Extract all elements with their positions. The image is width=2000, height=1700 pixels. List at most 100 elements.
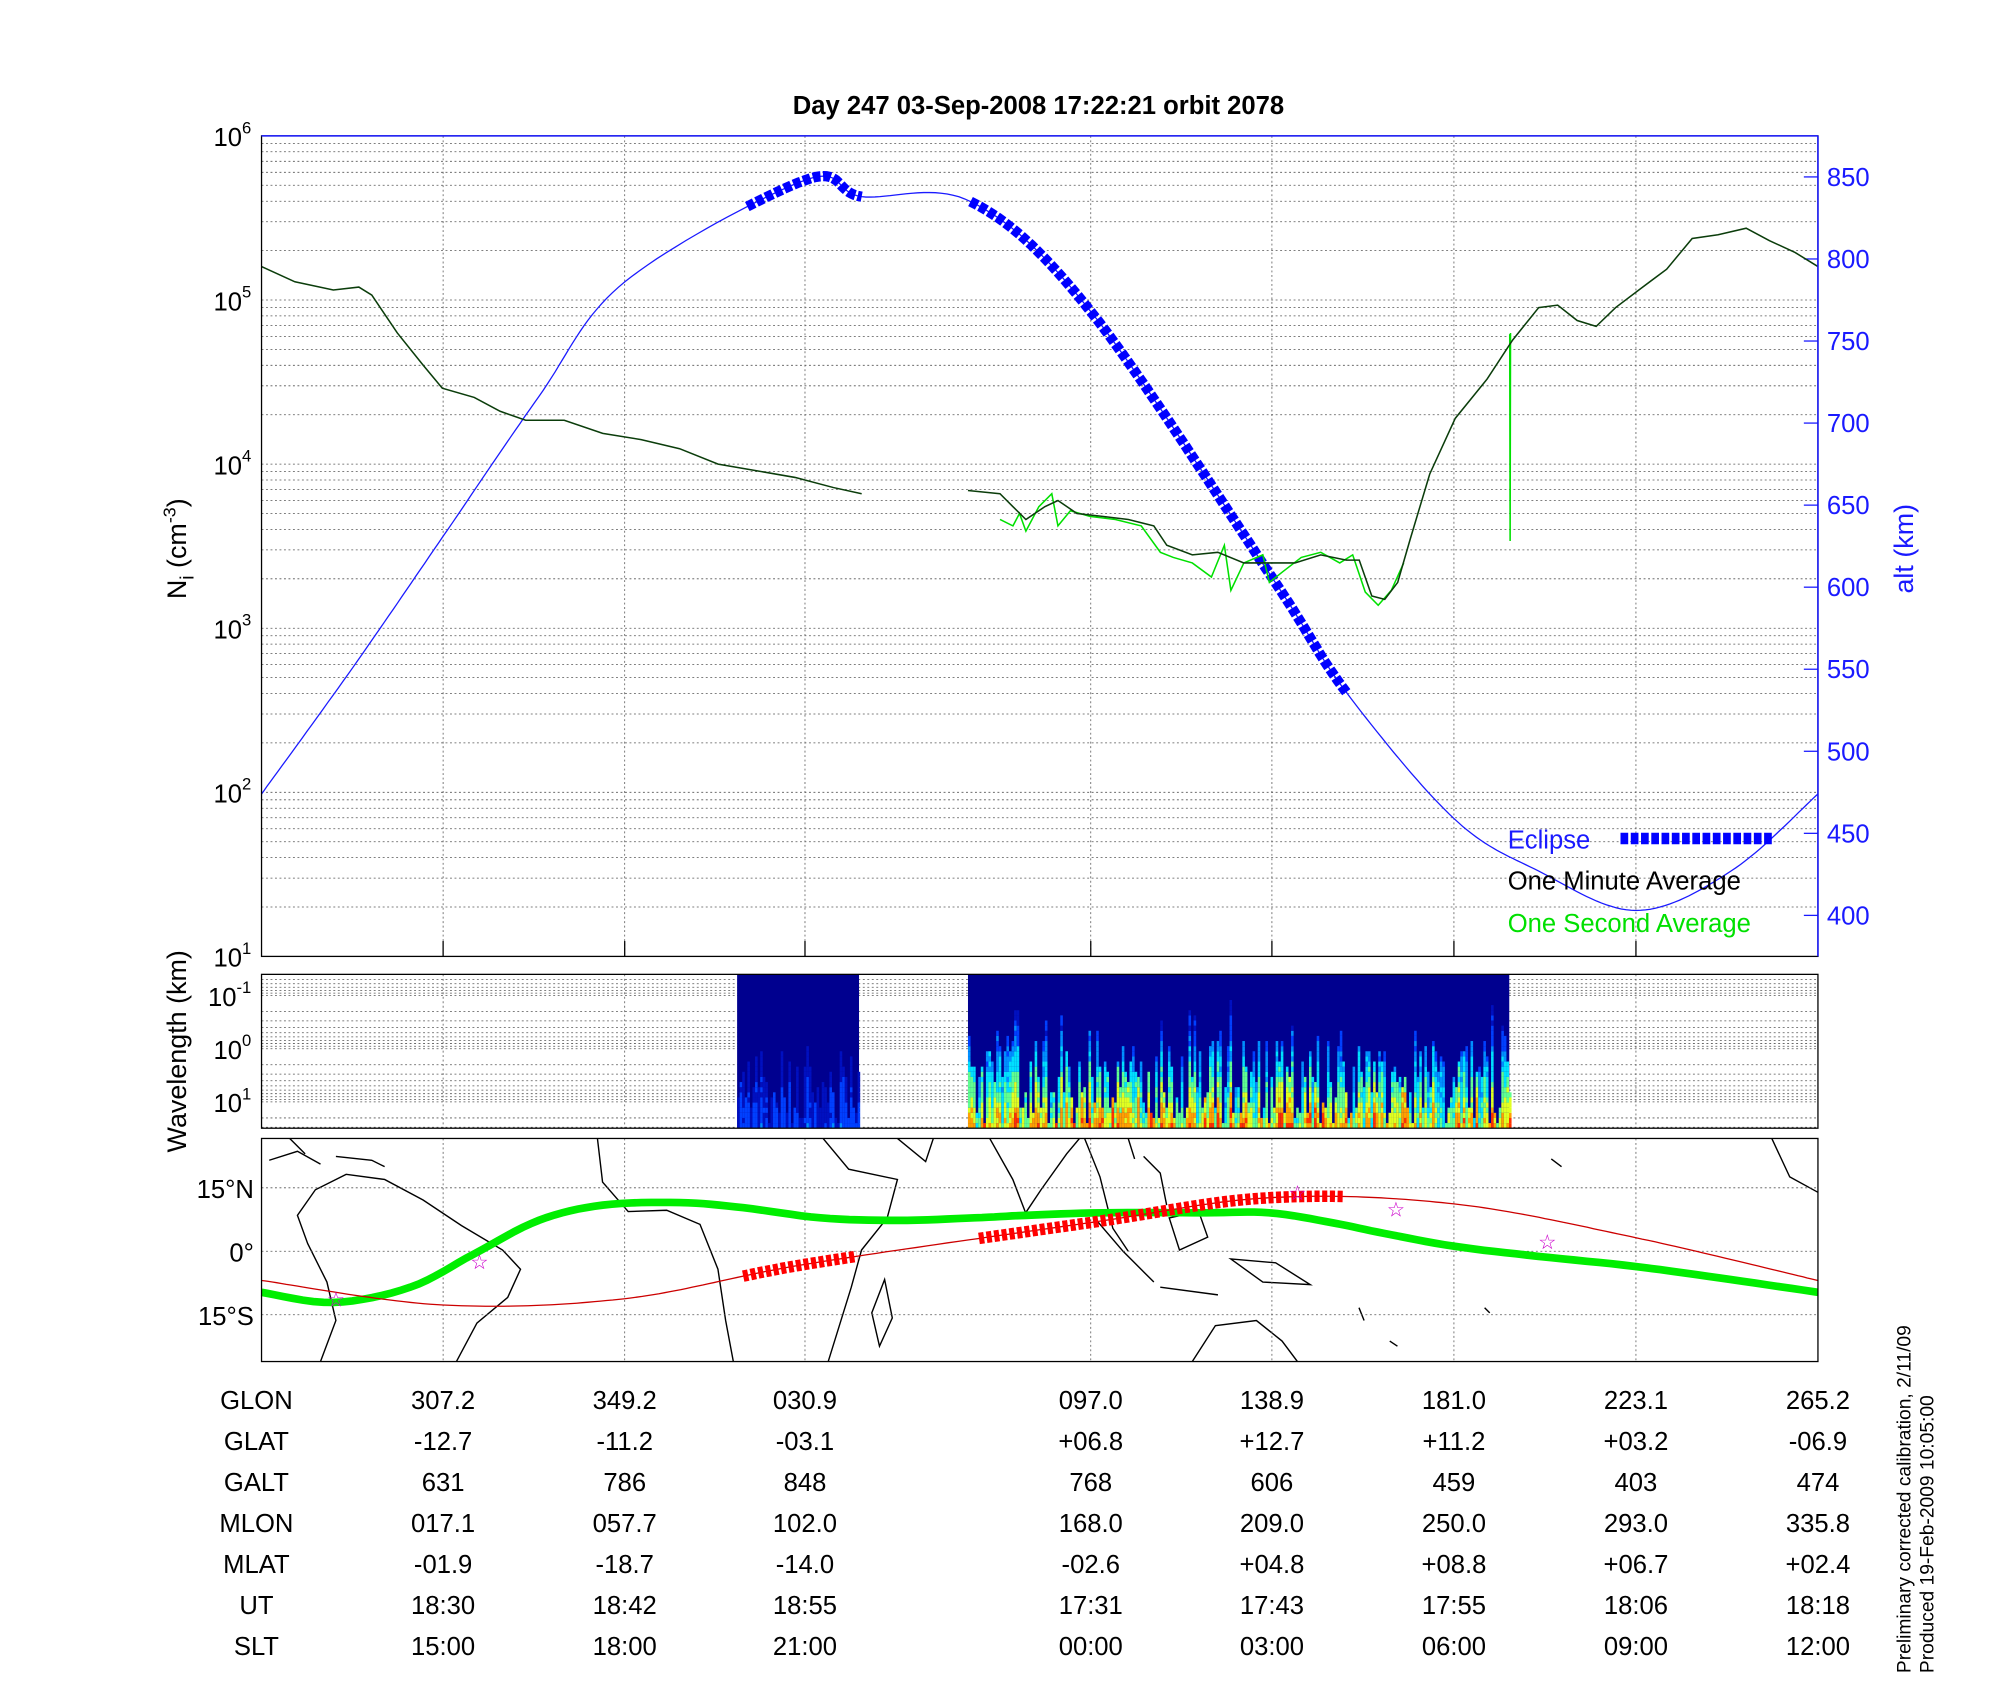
spectrogram-cell — [1439, 1066, 1443, 1072]
spectrogram-cell — [1032, 1123, 1035, 1129]
spectrogram-cell — [1462, 1076, 1466, 1083]
spectrogram-cell — [816, 1092, 820, 1098]
spectrogram-cell — [1434, 1051, 1438, 1057]
spectrogram-cell — [1129, 1107, 1133, 1113]
spectrogram-cell — [973, 1107, 976, 1113]
spectrogram-cell — [803, 1092, 807, 1098]
spectrogram-cell — [1121, 1046, 1125, 1052]
spectrogram-cell — [760, 1107, 763, 1113]
spectrogram-cell — [1309, 1097, 1312, 1103]
spectrogram-cell — [1134, 1082, 1138, 1088]
spectrogram-cell — [780, 1107, 784, 1113]
spectrogram-cell — [1265, 1123, 1268, 1129]
spectrogram-cell — [1096, 1076, 1099, 1083]
spectrogram-cell — [1219, 1102, 1222, 1108]
spectrogram-cell — [1257, 1102, 1261, 1108]
spectrogram-cell — [1162, 1092, 1166, 1098]
spectrogram-cell — [1478, 1066, 1481, 1072]
spectrogram-cell — [1034, 1061, 1038, 1067]
spectrogram-cell — [1316, 1102, 1320, 1108]
spectrogram-cell — [1121, 1066, 1125, 1072]
spectrogram-cell — [1337, 1092, 1340, 1098]
spectrogram-cell — [1432, 1076, 1435, 1083]
spectrogram-cell — [1109, 1117, 1112, 1124]
spectrogram-cell — [1116, 1123, 1120, 1129]
spectrogram-cell — [849, 1097, 853, 1103]
spectrogram-cell — [1116, 1061, 1120, 1067]
spectrogram-cell — [1114, 1107, 1117, 1113]
spectrogram-cell — [1096, 1066, 1099, 1072]
spectrogram-cell — [998, 1076, 1002, 1083]
spectrogram-cell — [1501, 1076, 1504, 1083]
spectrogram-cell — [1291, 1056, 1294, 1062]
spectrogram-cell — [1211, 1082, 1215, 1088]
spectrogram-cell — [1044, 1102, 1048, 1108]
spectrogram-cell — [1178, 1117, 1181, 1124]
spectrogram-cell — [1229, 1102, 1233, 1108]
spectrogram-cell — [1434, 1071, 1438, 1077]
spectrogram-cell — [1352, 1117, 1356, 1124]
spectrogram-cell — [808, 1097, 812, 1103]
y-tick-label: 103 — [214, 611, 252, 645]
spectrogram-cell — [796, 1102, 799, 1108]
spectrogram-cell — [1491, 1041, 1494, 1047]
spectrogram-cell — [1126, 1123, 1130, 1129]
spectrogram-cell — [1403, 1123, 1407, 1129]
spectrogram-cell — [1503, 1046, 1507, 1052]
spectrogram-cell — [1365, 1066, 1368, 1072]
spectrogram-cell — [967, 1082, 971, 1088]
spectrogram-cell — [1188, 1076, 1192, 1083]
table-cell: 12:00 — [1786, 1633, 1850, 1661]
spectrogram-cell — [1011, 1087, 1015, 1093]
spectrogram-cell — [1344, 1092, 1348, 1098]
spectrogram-cell — [762, 1107, 766, 1113]
spectrogram-cell — [1419, 1107, 1422, 1113]
spectrogram-cell — [1337, 1123, 1340, 1129]
spectrogram-cell — [1165, 1117, 1168, 1124]
spectrogram-cell — [1406, 1117, 1410, 1124]
spectrogram-cell — [1309, 1107, 1312, 1113]
spectrogram-cell — [1288, 1076, 1292, 1083]
spectrogram-cell — [1167, 1087, 1171, 1093]
spectrogram-cell — [1439, 1097, 1443, 1103]
spectrogram-cell — [749, 1107, 753, 1113]
spectrogram-cell — [742, 1082, 745, 1088]
spectrogram-cell — [1503, 1112, 1507, 1118]
spectrogram-cell — [1234, 1092, 1238, 1098]
spectrogram-cell — [788, 1066, 791, 1072]
table-cell: 307.2 — [411, 1387, 475, 1415]
spectrogram-cell — [1398, 1117, 1402, 1124]
spectrogram-cell — [829, 1071, 832, 1077]
spectrogram-cell — [801, 1123, 804, 1129]
spectrogram-cell — [1101, 1112, 1104, 1118]
spectrogram-cell — [1309, 1112, 1312, 1118]
spectrogram-cell — [1209, 1123, 1212, 1129]
spectrogram-cell — [1429, 1087, 1433, 1093]
spectrogram-cell — [1285, 1107, 1289, 1113]
spectrogram-cell — [1483, 1097, 1486, 1103]
spectrogram-cell — [1160, 1046, 1163, 1052]
spectrogram-cell — [1342, 1123, 1345, 1129]
tick-base: 10 — [208, 984, 237, 1012]
spectrogram-cell — [1393, 1102, 1397, 1108]
spectrogram-cell — [1383, 1102, 1386, 1108]
legend: Eclipse One Minute Average One Second Av… — [1508, 827, 1772, 938]
spectrogram-cell — [1480, 1076, 1484, 1083]
spectrogram-cell — [1052, 1092, 1056, 1098]
spectrogram-cell — [1193, 1102, 1197, 1108]
spectrogram-cell — [1462, 1117, 1466, 1124]
spectrogram-cell — [1280, 1061, 1284, 1067]
spectrogram-cell — [1475, 1076, 1479, 1083]
spectrogram-cell — [1024, 1097, 1027, 1103]
spectrogram-cell — [1257, 1123, 1261, 1129]
spectrogram-cell — [1424, 1076, 1427, 1083]
spectrogram-cell — [1442, 1123, 1445, 1129]
y-label-subscript: i — [178, 575, 199, 579]
spectrogram-cell — [1383, 1076, 1386, 1083]
spectrogram-cell — [1014, 1071, 1017, 1077]
spectrogram-cell — [998, 1117, 1002, 1124]
spectrogram-cell — [1350, 1117, 1353, 1124]
spectrogram-cell — [1209, 1087, 1212, 1093]
spectrogram-cell — [1506, 1102, 1510, 1108]
